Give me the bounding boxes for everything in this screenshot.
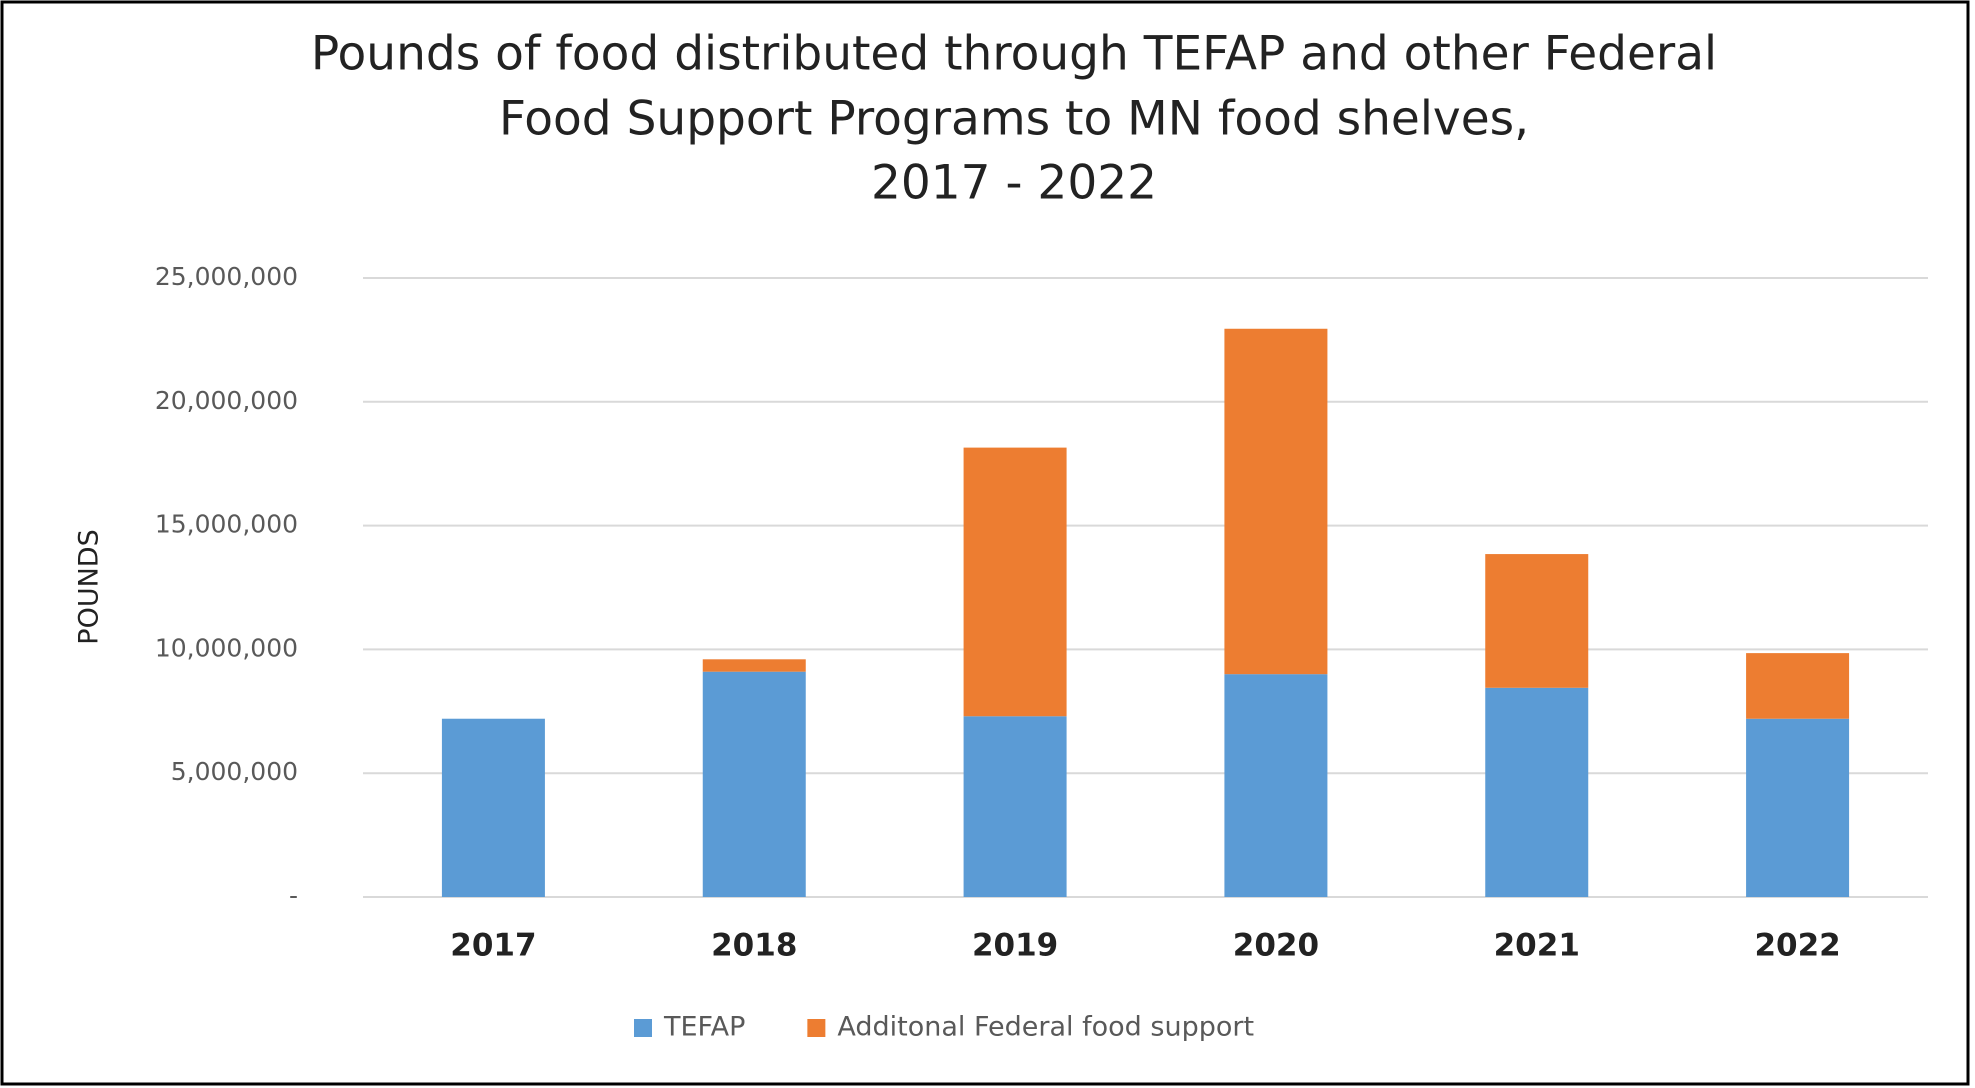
legend-label: Additonal Federal food support — [837, 1012, 1254, 1043]
chart-title: 2017 - 2022 — [871, 156, 1157, 211]
bar-segment — [963, 447, 1067, 717]
bar-segment — [1485, 687, 1589, 897]
bar-segment — [441, 718, 545, 897]
y-tick-label: 5,000,000 — [171, 757, 298, 786]
legend-swatch — [807, 1019, 826, 1037]
y-tick-label: 15,000,000 — [155, 510, 298, 539]
bar-segment — [1224, 328, 1328, 675]
y-tick-label: 25,000,000 — [155, 262, 298, 291]
x-tick-label: 2021 — [1494, 928, 1580, 964]
bar-segment — [1746, 718, 1850, 897]
bar-segment — [702, 659, 806, 672]
bar-segment — [702, 671, 806, 897]
bar-segment — [1746, 653, 1850, 719]
y-tick-label: 10,000,000 — [155, 633, 298, 662]
y-tick-label: 20,000,000 — [155, 386, 298, 415]
bar-segment — [1224, 674, 1328, 897]
bar-segment — [963, 716, 1067, 897]
chart-title: Food Support Programs to MN food shelves… — [499, 92, 1529, 147]
bar-segment — [1485, 554, 1589, 688]
x-tick-label: 2019 — [972, 928, 1058, 964]
x-tick-label: 2017 — [450, 928, 536, 964]
y-tick-label: - — [289, 881, 298, 910]
chart-title: Pounds of food distributed through TEFAP… — [311, 27, 1717, 82]
x-tick-label: 2018 — [711, 928, 797, 964]
y-axis-label: POUNDS — [74, 529, 105, 644]
x-tick-label: 2022 — [1754, 928, 1840, 964]
x-tick-label: 2020 — [1233, 928, 1319, 964]
legend-label: TEFAP — [663, 1012, 745, 1043]
legend-swatch — [634, 1019, 652, 1037]
